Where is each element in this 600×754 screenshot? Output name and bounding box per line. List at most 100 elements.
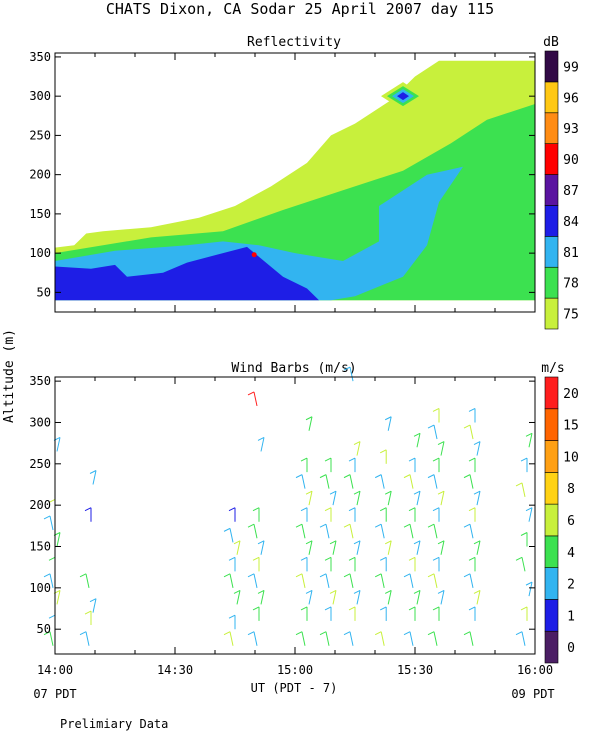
wind-barb-flag [427,523,435,528]
wind-barb-flag [515,631,523,636]
wind-barb-flag [463,424,471,429]
reflectivity-units-label: dB [543,35,559,50]
wind-barb-shaft [433,524,438,539]
reflectivity-colorbar-swatch [544,174,559,206]
wind-barb-flag [353,441,361,445]
wind-barb-flag [300,457,308,462]
wind-barb-flag [223,527,231,532]
reflectivity-colorbar-swatch [544,297,559,330]
wind-barb-flag [473,441,481,445]
wind-barb-flag [257,540,265,545]
wind-barb-shaft [416,491,421,506]
wind-barb-flag [252,556,260,561]
wind-colorbar: 0 1 2 4 6 8 10 15 20 [544,376,579,664]
wind-ytick-label: 350 [29,374,51,388]
figure-title: CHATS Dixon, CA Sodar 25 April 2007 day … [106,0,494,18]
wind-barb-shaft [260,437,265,452]
wind-barb-flag [379,556,387,561]
wind-barb-shaft [301,474,306,489]
wind-barb-flag [520,606,528,611]
wind-barb-shaft [49,515,54,531]
wind-barb-flag [432,408,440,412]
wind-barb-flag [228,507,236,512]
wind-barb-flag [525,432,533,437]
wind-barb-shaft [325,573,330,588]
wind-barb-flag [223,573,231,578]
wind-barb-flag [408,556,416,561]
wind-barb-flag [223,631,231,636]
wind-barb-flag [384,416,392,421]
wind-barb-flag [324,606,332,611]
wind-colorbar-swatch [544,376,559,410]
wind-barb-flag [252,507,260,512]
wind-barb-shaft [387,491,392,506]
wind-barb-shaft [469,573,474,588]
wind-barb-shaft [433,631,438,646]
wind-barb-shaft [380,573,385,588]
wind-ytick-label: 50 [37,622,51,636]
wind-axes: 50 100 150 200 250 300 350 [29,374,536,655]
wind-barb-shaft [308,416,313,431]
wind-barb-shaft [56,590,61,605]
wind-barb-flag [295,573,303,578]
wind-barb-flag [468,408,476,412]
wind-colorbar-swatch [544,408,559,441]
wind-barb-shaft [325,524,330,539]
wind-barb-shaft [49,573,54,588]
wind-barb-shaft [440,540,445,555]
wind-barb-shaft [236,590,241,605]
wind-colorbar-label: 1 [567,609,575,624]
wind-colorbar-swatch [544,567,559,600]
wind-barb-flag [343,474,351,479]
wind-colorbar-swatch [544,440,559,473]
wind-barb-flag [437,441,445,445]
wind-barb-flag [329,490,337,495]
wind-barb-shaft [409,524,414,539]
wind-barb-flag [525,581,533,586]
wind-barb-flag [343,523,351,528]
wind-barbs-layer [43,366,533,646]
reflectivity-colorbar-label: 90 [563,153,579,168]
wind-barb-shaft [236,540,241,555]
wind-barb-flag [384,490,392,495]
wind-barb-flag [473,540,481,545]
reflectivity-colorbar-swatch [544,236,559,268]
reflectivity-colorbar-label: 87 [563,184,579,199]
wind-barb-flag [247,631,255,636]
wind-units-label: m/s [541,361,564,376]
wind-barb-flag [468,507,476,512]
wind-barb-shaft [229,573,234,588]
wind-barb-shaft [56,437,61,452]
reflectivity-ytick-label: 300 [29,89,51,103]
wind-barb-flag [295,523,303,528]
wind-barb-shaft [260,590,265,605]
wind-barb-flag [427,573,435,578]
wind-ytick-label: 200 [29,498,51,512]
wind-barb-flag [437,589,445,594]
wind-barb-flag [353,540,361,545]
x-axis-label: UT (PDT - 7) [251,681,338,695]
wind-colorbar-label: 6 [567,514,575,529]
reflectivity-region-81db [55,166,463,301]
wind-barb-flag [403,474,411,479]
x-tick-label: 16:00 [517,663,553,677]
wind-barb-shaft [260,540,265,555]
wind-barb-flag [247,523,255,528]
wind-barb-shaft [349,367,354,382]
wind-barb-flag [379,449,387,454]
wind-barb-flag [427,424,435,429]
x-tick-label: 15:30 [397,663,433,677]
wind-barb-flag [300,507,308,512]
wind-barb-flag [79,573,87,578]
wind-barb-flag [473,490,481,495]
wind-barb-shaft [332,491,337,506]
wind-barb-shaft [528,582,533,597]
wind-barb-flag [43,515,51,520]
wind-barb-flag [463,631,471,636]
wind-barb-shaft [521,631,526,646]
wind-barb-flag [468,606,476,611]
wind-barb-flag [233,540,241,545]
wind-colorbar-swatch [544,599,559,632]
wind-barb-flag [432,457,440,462]
wind-barb-flag [228,614,236,619]
